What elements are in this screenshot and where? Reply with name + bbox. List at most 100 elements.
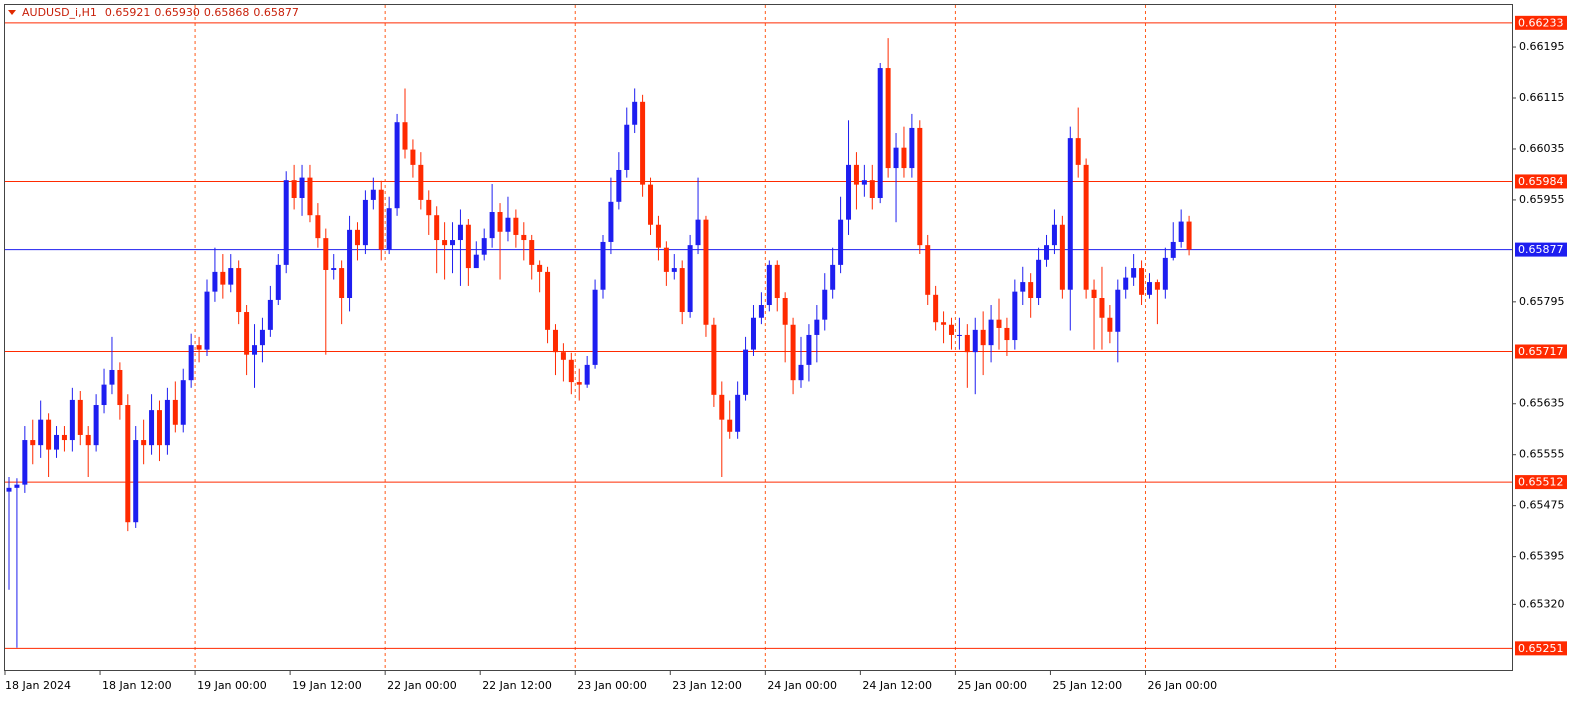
candle-body xyxy=(38,419,44,446)
grid-layer xyxy=(194,5,1337,670)
candle-body xyxy=(283,180,289,265)
candle-body xyxy=(1075,138,1081,165)
candle-body xyxy=(61,434,67,441)
candle-body xyxy=(299,177,305,199)
y-tick-label: 0.66115 xyxy=(1519,91,1565,104)
candle-body xyxy=(545,271,551,330)
candle-body xyxy=(941,322,947,325)
x-tick-label: 23 Jan 12:00 xyxy=(672,679,742,692)
candle-body xyxy=(790,324,796,381)
candle-body xyxy=(1115,289,1121,332)
candle-body xyxy=(727,419,733,432)
candle-body xyxy=(1051,224,1057,246)
y-tick-label: 0.65320 xyxy=(1519,597,1565,610)
candle-body xyxy=(560,352,566,360)
plot-frame xyxy=(4,4,1513,671)
x-tick-label: 22 Jan 00:00 xyxy=(387,679,457,692)
x-tick-label: 24 Jan 12:00 xyxy=(862,679,932,692)
candle-body xyxy=(853,164,859,185)
level-label: 0.65984 xyxy=(1518,175,1564,188)
candle-body xyxy=(6,487,12,492)
candle-body xyxy=(275,264,281,300)
level-label: 0.66233 xyxy=(1518,16,1564,29)
candle-body xyxy=(331,268,337,270)
candle-body xyxy=(1170,241,1176,258)
candle-body xyxy=(394,122,400,209)
y-tick-label: 0.66195 xyxy=(1519,40,1565,53)
candle-body xyxy=(663,247,669,272)
level-box xyxy=(1515,641,1567,656)
level-label: 0.65717 xyxy=(1518,345,1564,358)
candle-body xyxy=(719,394,725,420)
candle-body xyxy=(925,245,931,295)
candle-body xyxy=(188,345,194,381)
candle-body xyxy=(149,410,155,446)
candle-body xyxy=(172,399,178,425)
candle-body xyxy=(624,124,630,170)
candle-body xyxy=(362,199,368,246)
candle-body xyxy=(948,324,954,335)
candle-body xyxy=(1123,277,1129,290)
current-price-label: 0.65877 xyxy=(1518,243,1564,256)
candle-body xyxy=(259,329,265,346)
candle-body xyxy=(830,264,836,290)
candle-body xyxy=(125,405,131,523)
candle-body xyxy=(861,180,867,185)
candle-body xyxy=(933,294,939,323)
candle-body xyxy=(457,224,463,241)
candle-body xyxy=(410,149,416,165)
candle-body xyxy=(252,345,258,355)
menu-triangle[interactable] xyxy=(8,10,16,15)
candle-body xyxy=(22,440,28,485)
candles-layer xyxy=(6,38,1192,648)
x-tick-label: 25 Jan 00:00 xyxy=(957,679,1027,692)
candle-body xyxy=(592,289,598,365)
candle-body xyxy=(497,212,503,232)
candle-body xyxy=(465,224,471,269)
candle-body xyxy=(956,334,962,336)
candle-body xyxy=(1020,282,1026,292)
candle-body xyxy=(877,68,883,199)
candle-body xyxy=(766,264,772,306)
candle-body xyxy=(505,217,511,232)
x-tick-label: 23 Jan 00:00 xyxy=(577,679,647,692)
candle-body xyxy=(489,212,495,239)
candle-body xyxy=(267,299,273,330)
candle-body xyxy=(1067,138,1073,290)
candle-body xyxy=(291,180,297,199)
candle-body xyxy=(1186,221,1192,250)
candle-body xyxy=(133,440,139,523)
level-box xyxy=(1515,15,1567,30)
candle-body xyxy=(418,164,424,200)
candle-body xyxy=(236,268,242,313)
candle-body xyxy=(608,201,614,242)
candle-body xyxy=(315,215,321,239)
candle-body xyxy=(869,180,875,199)
candle-body xyxy=(46,419,52,450)
x-tick-label: 25 Jan 12:00 xyxy=(1052,679,1122,692)
candle-body xyxy=(687,245,693,313)
candle-body xyxy=(711,324,717,395)
candle-body xyxy=(600,241,606,290)
candle-body xyxy=(109,369,115,385)
y-tick-label: 0.66035 xyxy=(1519,142,1565,155)
candle-body xyxy=(584,364,590,385)
candle-body xyxy=(339,268,345,299)
symbol: AUDUSD_i,H1 xyxy=(22,6,97,19)
candle-body xyxy=(885,68,891,169)
level-box xyxy=(1515,174,1567,189)
candle-body xyxy=(156,410,162,446)
candle-body xyxy=(774,264,780,299)
candle-body xyxy=(220,271,226,285)
level-box xyxy=(1515,344,1567,359)
candle-body xyxy=(521,234,527,241)
axis-layer: 0.66195 0.66115 0.66035 0.65955 0.65795 0.656… xyxy=(4,15,1567,692)
candle-body xyxy=(347,229,353,299)
candle-body xyxy=(743,349,749,395)
candle-body xyxy=(695,219,701,246)
candle-body xyxy=(14,484,20,488)
level-label: 0.65512 xyxy=(1518,476,1564,489)
candle-body xyxy=(529,240,535,265)
